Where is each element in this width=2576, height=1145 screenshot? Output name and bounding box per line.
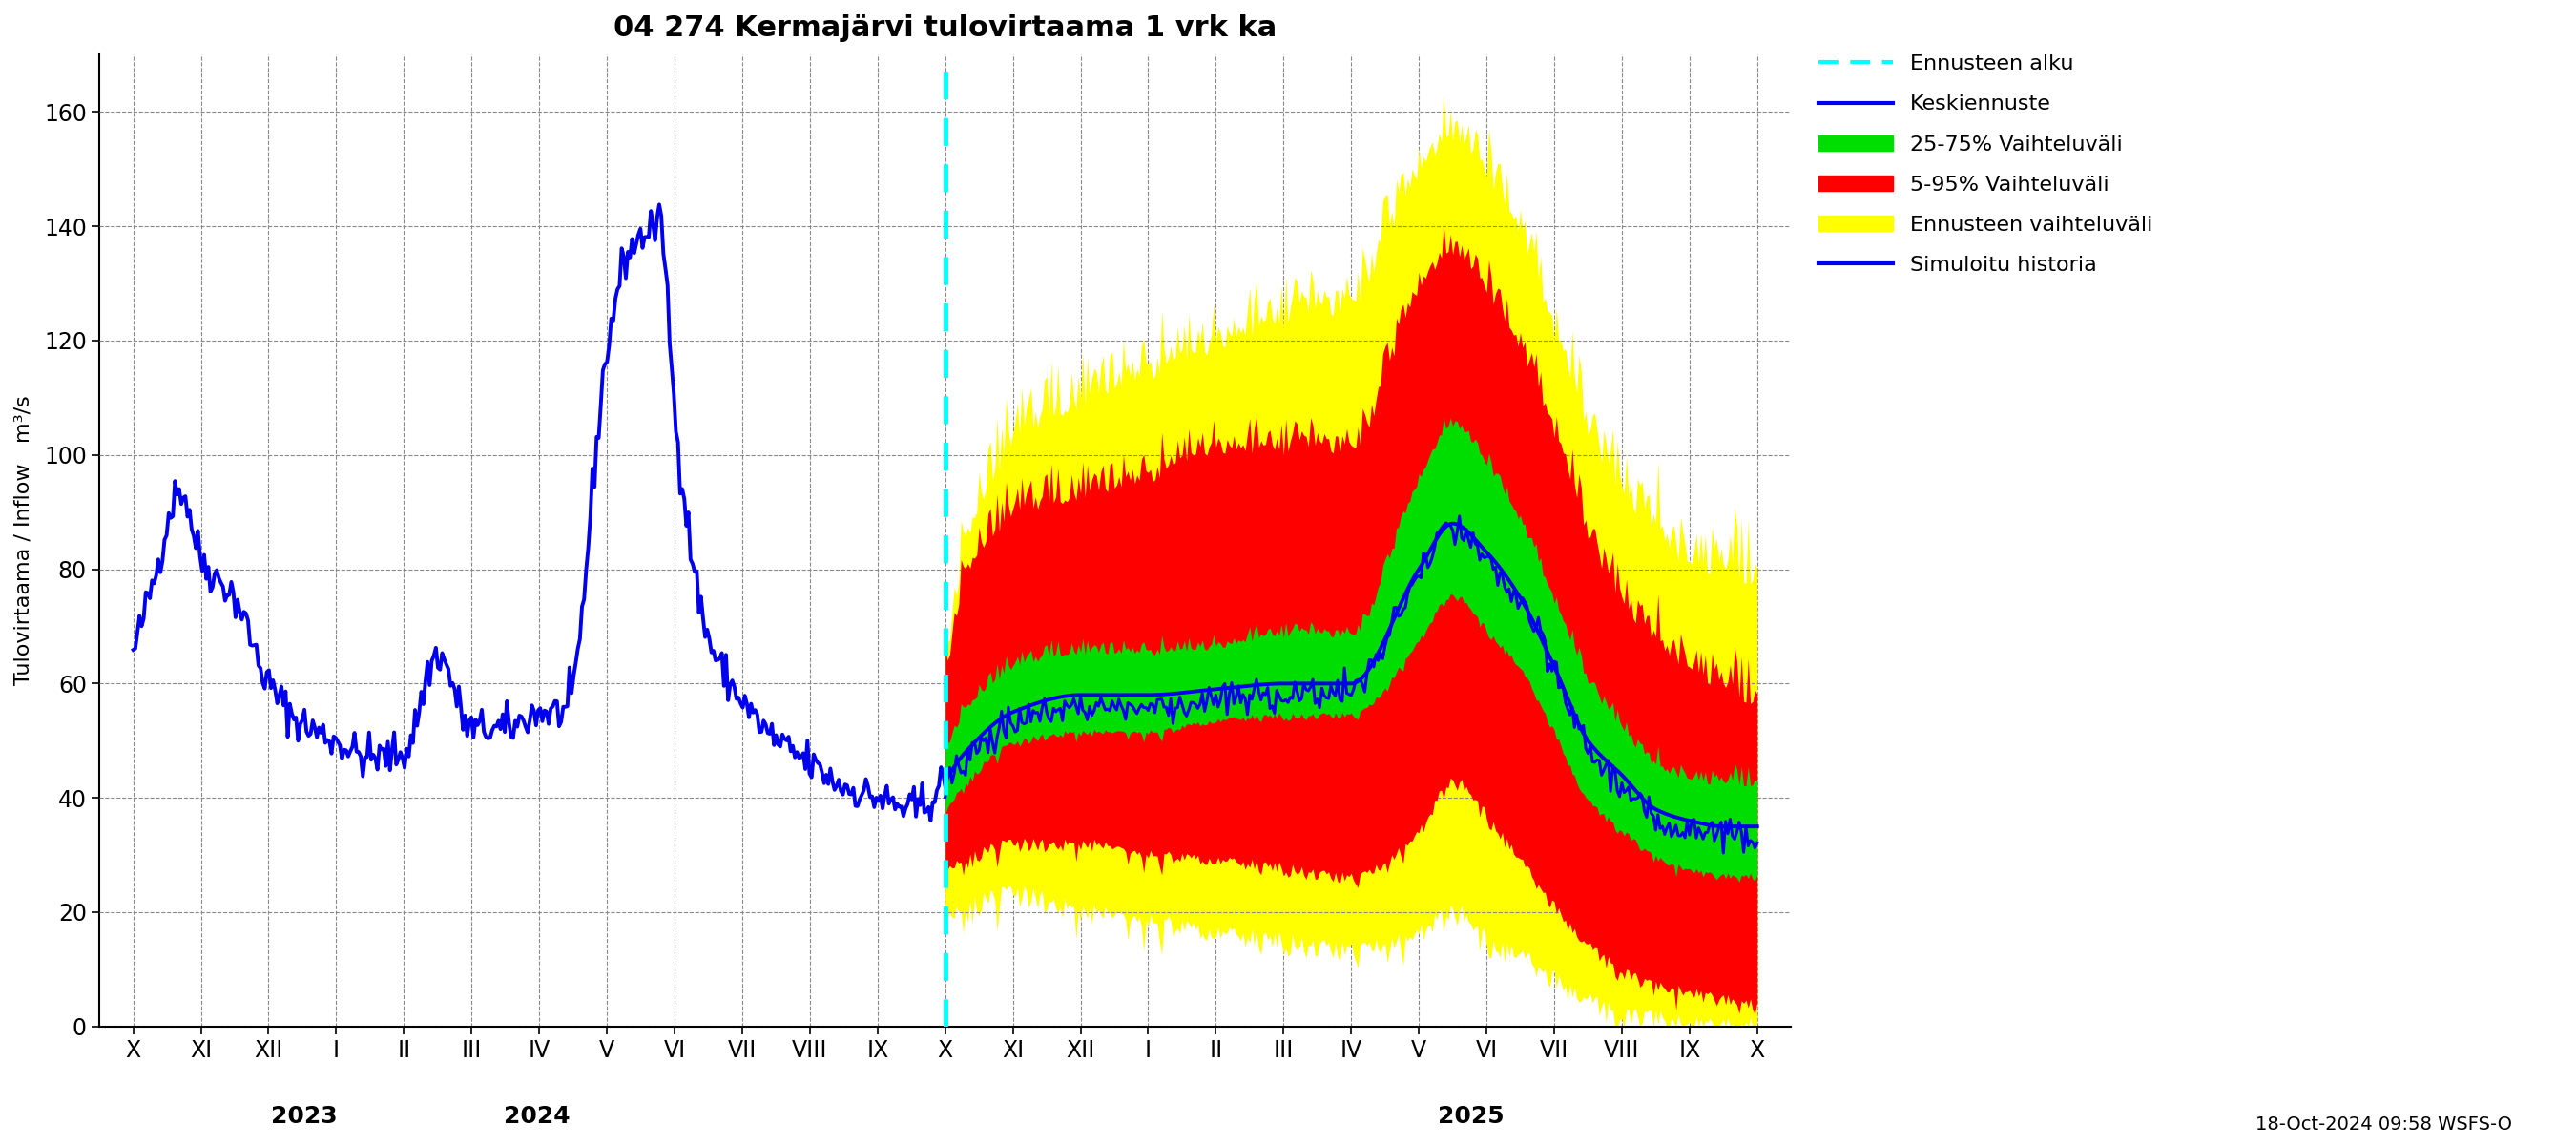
Text: 2024: 2024 xyxy=(505,1105,569,1128)
Text: 2023: 2023 xyxy=(270,1105,337,1128)
Title: 04 274 Kermajärvi tulovirtaama 1 vrk ka: 04 274 Kermajärvi tulovirtaama 1 vrk ka xyxy=(613,14,1278,42)
Text: 2025: 2025 xyxy=(1437,1105,1504,1128)
Text: 18-Oct-2024 09:58 WSFS-O: 18-Oct-2024 09:58 WSFS-O xyxy=(2254,1115,2512,1134)
Legend: Ennusteen alku, Keskiennuste, 25-75% Vaihteluväli, 5-95% Vaihteluväli, Ennusteen: Ennusteen alku, Keskiennuste, 25-75% Vai… xyxy=(1811,46,2161,284)
Y-axis label: Tulovirtaama / Inflow   m³/s: Tulovirtaama / Inflow m³/s xyxy=(15,396,33,686)
